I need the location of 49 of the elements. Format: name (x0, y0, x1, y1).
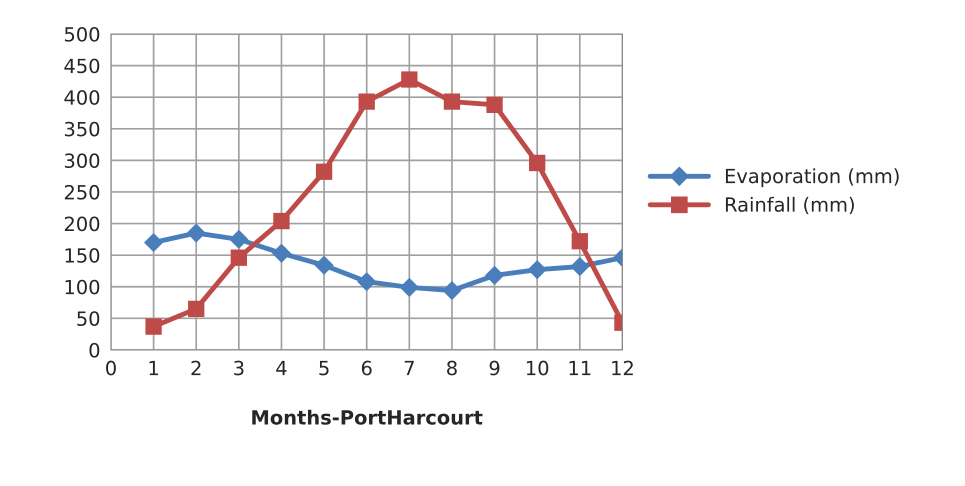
point (529, 154, 546, 172)
y-tick-label: 300 (64, 153, 100, 168)
point (486, 96, 503, 113)
x-tick-label: 9 (490, 360, 500, 376)
point (485, 266, 504, 285)
y-tick-label: 250 (64, 184, 100, 200)
y-tick-label: 450 (64, 58, 100, 74)
x-tick-label: 5 (319, 360, 329, 376)
legend-label: Rainfall (mm) (726, 196, 854, 214)
y-tick-label: 50 (77, 311, 100, 326)
point (400, 278, 419, 297)
y-tick-label: 350 (64, 122, 100, 136)
y-tick-label: 100 (66, 280, 100, 294)
point (444, 93, 460, 110)
point (357, 272, 376, 292)
x-tick-label: 1 (150, 360, 158, 376)
point (314, 256, 334, 275)
point (273, 212, 290, 230)
point (188, 300, 204, 318)
y-tick-label: 500 (64, 26, 100, 42)
point (570, 257, 590, 276)
point (144, 233, 163, 252)
point (316, 164, 332, 180)
y-tick-label: 200 (64, 216, 100, 232)
x-tick-label: 4 (276, 360, 287, 376)
point (230, 250, 247, 266)
x-tick-label: 11 (570, 360, 590, 376)
point (358, 93, 375, 110)
point (401, 71, 418, 88)
x-tick-label: 0 (106, 360, 116, 376)
point (572, 233, 588, 250)
x-axis-title: Months-PortHarcourt (252, 410, 482, 425)
x-tick-label: 10 (526, 360, 548, 376)
point (528, 260, 547, 280)
y-tick-label: 0 (89, 342, 100, 358)
x-tick-label: 8 (447, 360, 457, 376)
x-tick-label: 3 (234, 360, 244, 376)
point (186, 224, 206, 242)
point (442, 281, 462, 300)
point (229, 230, 248, 249)
point (272, 244, 291, 263)
x-tick-label: 2 (191, 360, 200, 376)
y-tick-label: 400 (64, 90, 100, 105)
legend-label: Evaporation (mm) (726, 168, 899, 188)
x-tick-label: 7 (404, 360, 414, 376)
y-tick-label: 150 (66, 248, 100, 263)
x-tick-label: 12 (612, 360, 633, 376)
x-tick-label: 6 (362, 360, 372, 376)
point (145, 318, 162, 335)
